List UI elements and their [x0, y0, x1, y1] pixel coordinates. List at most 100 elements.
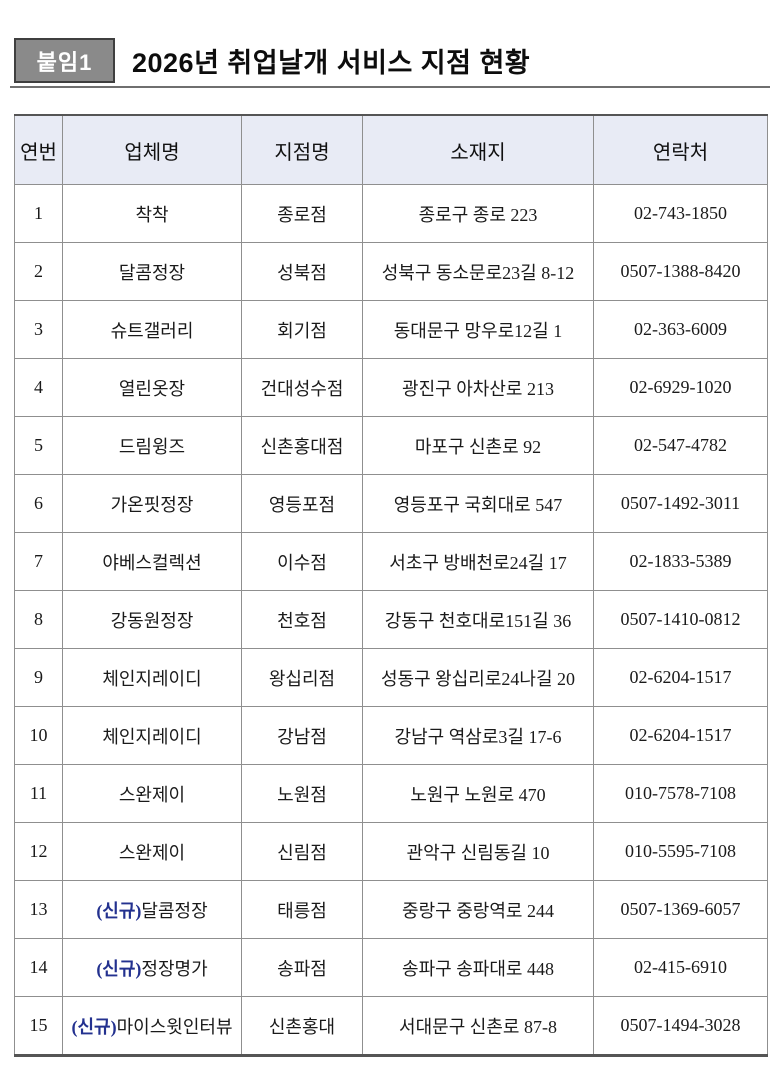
table-row: 13 (신규)달콤정장 태릉점 중랑구 중랑역로 244 0507-1369-6057 [14, 880, 768, 939]
cell-seq: 13 [14, 880, 63, 939]
branch-table: 연번 업체명 지점명 소재지 연락처 1 착착 종로점 종로구 종로 223 02-74… [14, 114, 768, 1057]
company-name: 체인지레이디 [102, 726, 202, 747]
cell-seq: 5 [14, 416, 63, 475]
company-name: 달콤정장 [141, 900, 208, 921]
table-row: 1 착착 종로점 종로구 종로 223 02-743-1850 [14, 184, 768, 243]
cell-company: (신규)마이스윗인터뷰 [62, 996, 242, 1056]
cell-company: 슈트갤러리 [62, 300, 242, 359]
new-branch-prefix: (신규) [96, 958, 142, 979]
cell-branch: 천호점 [241, 590, 363, 649]
table-row: 8 강동원정장 천호점 강동구 천호대로151길 36 0507-1410-0812 [14, 590, 768, 649]
table-row: 11 스완제이 노원점 노원구 노원로 470 010-7578-7108 [14, 764, 768, 823]
cell-company: 스완제이 [62, 822, 242, 881]
cell-address: 서초구 방배천로24길 17 [362, 532, 594, 591]
table-body: 1 착착 종로점 종로구 종로 223 02-743-1850 2 달콤정장 성북점 성북구 동… [14, 184, 768, 1056]
cell-branch: 건대성수점 [241, 358, 363, 417]
table-row: 9 체인지레이디 왕십리점 성동구 왕십리로24나길 20 02-6204-1517 [14, 648, 768, 707]
cell-seq: 7 [14, 532, 63, 591]
company-name: 슈트갤러리 [110, 320, 194, 341]
cell-branch: 송파점 [241, 938, 363, 997]
cell-phone: 0507-1410-0812 [593, 590, 768, 649]
cell-seq: 8 [14, 590, 63, 649]
cell-phone: 0507-1492-3011 [593, 474, 768, 533]
table-row: 2 달콤정장 성북점 성북구 동소문로23길 8-12 0507-1388-8420 [14, 242, 768, 301]
table-row: 6 가온핏정장 영등포점 영등포구 국회대로 547 0507-1492-3011 [14, 474, 768, 533]
company-name: 가온핏정장 [110, 494, 194, 515]
cell-phone: 010-7578-7108 [593, 764, 768, 823]
cell-address: 강남구 역삼로3길 17-6 [362, 706, 594, 765]
company-name: 착착 [135, 204, 169, 225]
column-header-address: 소재지 [362, 114, 594, 185]
cell-address: 서대문구 신촌로 87-8 [362, 996, 594, 1056]
cell-branch: 신림점 [241, 822, 363, 881]
cell-company: 스완제이 [62, 764, 242, 823]
cell-branch: 이수점 [241, 532, 363, 591]
cell-branch: 강남점 [241, 706, 363, 765]
document-header: 붙임1 2026년 취업날개 서비스 지점 현황 [14, 38, 768, 83]
header-divider [10, 86, 770, 88]
cell-address: 노원구 노원로 470 [362, 764, 594, 823]
table-row: 12 스완제이 신림점 관악구 신림동길 10 010-5595-7108 [14, 822, 768, 881]
cell-seq: 2 [14, 242, 63, 301]
company-name: 체인지레이디 [102, 668, 202, 689]
cell-company: 가온핏정장 [62, 474, 242, 533]
cell-seq: 6 [14, 474, 63, 533]
cell-seq: 4 [14, 358, 63, 417]
cell-phone: 02-6204-1517 [593, 648, 768, 707]
cell-company: 열린옷장 [62, 358, 242, 417]
cell-company: 강동원정장 [62, 590, 242, 649]
column-header-phone: 연락처 [593, 114, 768, 185]
cell-phone: 02-743-1850 [593, 184, 768, 243]
table-row: 7 야베스컬렉션 이수점 서초구 방배천로24길 17 02-1833-5389 [14, 532, 768, 591]
cell-branch: 태릉점 [241, 880, 363, 939]
cell-branch: 왕십리점 [241, 648, 363, 707]
cell-seq: 9 [14, 648, 63, 707]
cell-company: (신규)달콤정장 [62, 880, 242, 939]
attachment-badge: 붙임1 [14, 38, 115, 83]
table-row: 14 (신규)정장명가 송파점 송파구 송파대로 448 02-415-6910 [14, 938, 768, 997]
cell-company: 달콤정장 [62, 242, 242, 301]
branch-table-container: 연번 업체명 지점명 소재지 연락처 1 착착 종로점 종로구 종로 223 02-74… [14, 114, 768, 1057]
company-name: 마이스윗인터뷰 [116, 1016, 233, 1037]
new-branch-prefix: (신규) [96, 900, 142, 921]
cell-branch: 종로점 [241, 184, 363, 243]
table-row: 4 열린옷장 건대성수점 광진구 아차산로 213 02-6929-1020 [14, 358, 768, 417]
cell-address: 동대문구 망우로12길 1 [362, 300, 594, 359]
company-name: 드림윙즈 [118, 436, 186, 457]
table-row: 10 체인지레이디 강남점 강남구 역삼로3길 17-6 02-6204-1517 [14, 706, 768, 765]
cell-seq: 12 [14, 822, 63, 881]
cell-address: 송파구 송파대로 448 [362, 938, 594, 997]
page-title: 2026년 취업날개 서비스 지점 현황 [132, 48, 531, 78]
company-name: 스완제이 [118, 842, 186, 863]
cell-phone: 02-415-6910 [593, 938, 768, 997]
cell-seq: 14 [14, 938, 63, 997]
cell-seq: 15 [14, 996, 63, 1056]
cell-company: (신규)정장명가 [62, 938, 242, 997]
cell-company: 드림윙즈 [62, 416, 242, 475]
cell-address: 성북구 동소문로23길 8-12 [362, 242, 594, 301]
cell-seq: 3 [14, 300, 63, 359]
table-row: 15 (신규)마이스윗인터뷰 신촌홍대 서대문구 신촌로 87-8 0507-1494-… [14, 996, 768, 1056]
company-name: 스완제이 [118, 784, 186, 805]
cell-seq: 11 [14, 764, 63, 823]
company-name: 정장명가 [141, 958, 208, 979]
new-branch-prefix: (신규) [71, 1016, 117, 1037]
cell-company: 야베스컬렉션 [62, 532, 242, 591]
cell-branch: 신촌홍대 [241, 996, 363, 1056]
company-name: 달콤정장 [118, 262, 186, 283]
cell-phone: 02-6929-1020 [593, 358, 768, 417]
cell-branch: 노원점 [241, 764, 363, 823]
cell-branch: 회기점 [241, 300, 363, 359]
cell-phone: 0507-1494-3028 [593, 996, 768, 1056]
cell-branch: 성북점 [241, 242, 363, 301]
cell-seq: 10 [14, 706, 63, 765]
cell-phone: 02-6204-1517 [593, 706, 768, 765]
cell-address: 중랑구 중랑역로 244 [362, 880, 594, 939]
cell-address: 종로구 종로 223 [362, 184, 594, 243]
cell-phone: 0507-1369-6057 [593, 880, 768, 939]
cell-address: 광진구 아차산로 213 [362, 358, 594, 417]
cell-address: 마포구 신촌로 92 [362, 416, 594, 475]
cell-company: 착착 [62, 184, 242, 243]
cell-branch: 영등포점 [241, 474, 363, 533]
cell-phone: 02-363-6009 [593, 300, 768, 359]
